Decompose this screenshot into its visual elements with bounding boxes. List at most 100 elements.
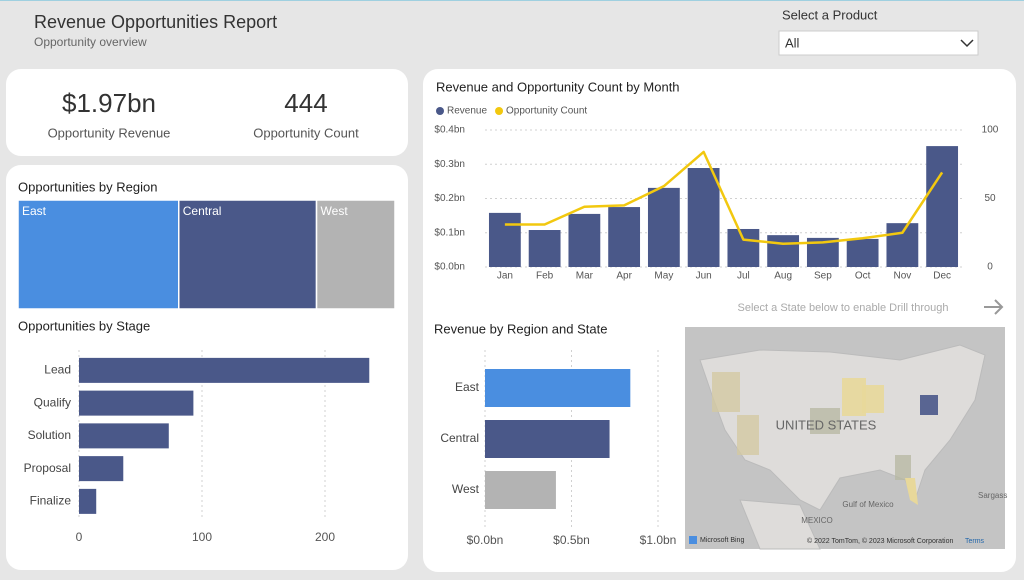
x-tick-label: Mar: [576, 271, 594, 282]
dropdown-chevron[interactable]: [960, 39, 974, 48]
treemap-tile: [178, 199, 318, 310]
drill-hint: Select a State below to enable Drill thr…: [738, 302, 949, 314]
x-tick-label: Apr: [616, 271, 632, 282]
bar: [647, 187, 680, 267]
tile-label: Central: [183, 204, 222, 218]
category-label: East: [455, 380, 480, 394]
y2-tick-label: 50: [984, 193, 996, 204]
map-land: [739, 499, 821, 550]
bar: [926, 146, 959, 267]
legend-marker: [495, 107, 504, 115]
map-label: MEXICO: [801, 516, 833, 525]
cards-panel: [6, 69, 408, 156]
card-value: $1.97bn: [62, 88, 156, 118]
chart-title: Revenue and Opportunity Count by Month: [436, 79, 680, 94]
card-label: Opportunity Count: [253, 125, 359, 140]
category-label: Qualify: [34, 395, 71, 409]
map[interactable]: UNITED STATES MEXICO Gulf of Mexico Sarg…: [685, 327, 1007, 550]
x-tick-label: $0.0bn: [467, 533, 504, 547]
bar: [727, 228, 760, 267]
chart-title: Revenue by Region and State: [434, 321, 607, 336]
card-value: 444: [284, 88, 327, 118]
x-tick-label: Jan: [497, 271, 513, 282]
bar: [608, 207, 641, 267]
map-copyright: © 2022 TomTom, © 2023 Microsoft Corporat…: [807, 537, 953, 545]
legend-marker: [436, 107, 444, 115]
bar: [488, 212, 521, 267]
map-state: [712, 372, 740, 412]
dropdown-value[interactable]: All: [785, 35, 800, 50]
y-tick-label: $0.0bn: [434, 262, 465, 273]
chart-title: Opportunities by Stage: [18, 318, 150, 333]
map-state: [895, 455, 911, 480]
x-tick-label: May: [654, 271, 673, 282]
y-tick-label: $0.3bn: [434, 159, 465, 170]
bar: [79, 390, 194, 416]
bar: [79, 423, 169, 449]
category-label: Proposal: [24, 461, 71, 475]
category-label: West: [452, 482, 480, 496]
y-tick-label: $0.1bn: [434, 227, 465, 238]
legend-label: Revenue: [447, 106, 487, 117]
report-title: Revenue Opportunities Report: [34, 12, 277, 32]
map-state: [737, 415, 759, 455]
chart-title: Opportunities by Region: [18, 179, 157, 194]
x-tick-label: Jun: [696, 271, 712, 282]
treemap-tile: [17, 199, 180, 310]
map-label: Gulf of Mexico: [842, 500, 894, 509]
y2-tick-label: 0: [987, 262, 993, 273]
tile-label: West: [321, 204, 349, 218]
category-label: Lead: [44, 363, 71, 377]
category-label: Solution: [28, 428, 71, 442]
tile-label: East: [22, 204, 47, 218]
drill-arrow[interactable]: [984, 299, 1004, 315]
x-tick-label: 200: [315, 530, 335, 544]
bar: [568, 213, 601, 267]
y-tick-label: $0.4bn: [434, 125, 465, 136]
map-state: [920, 395, 938, 415]
category-label: Central: [440, 431, 479, 445]
map-state: [810, 408, 840, 434]
map-state: [905, 478, 918, 505]
x-tick-label: $0.5bn: [553, 533, 590, 547]
x-tick-label: Dec: [933, 271, 951, 282]
x-tick-label: Nov: [893, 271, 911, 282]
bar: [79, 357, 370, 383]
bing-logo: [689, 536, 697, 544]
bar: [528, 230, 561, 267]
report-subtitle: Opportunity overview: [34, 35, 147, 49]
x-tick-label: Feb: [536, 271, 554, 282]
bar: [485, 471, 556, 509]
bar: [846, 238, 879, 267]
card-label: Opportunity Revenue: [48, 125, 171, 140]
bar: [485, 369, 631, 407]
y2-tick-label: 100: [982, 125, 999, 136]
x-tick-label: Oct: [855, 271, 871, 282]
x-tick-label: Aug: [774, 271, 792, 282]
product-dropdown[interactable]: All: [778, 30, 979, 56]
line: [504, 150, 944, 245]
dropdown-box[interactable]: [778, 30, 979, 56]
bar: [886, 223, 919, 267]
x-tick-label: Jul: [737, 271, 750, 282]
x-tick-label: $1.0bn: [640, 533, 677, 547]
bar: [485, 420, 610, 458]
x-tick-label: 0: [76, 530, 83, 544]
x-tick-label: 100: [192, 530, 212, 544]
legend-label: Opportunity Count: [506, 106, 587, 117]
filter-label: Select a Product: [782, 7, 878, 22]
map-label: Sargass: [978, 491, 1007, 500]
map-provider: Microsoft Bing: [700, 537, 744, 544]
map-state: [862, 385, 884, 413]
bar: [79, 456, 124, 482]
map-terms[interactable]: Terms: [965, 538, 985, 545]
bar: [687, 168, 720, 267]
x-tick-label: Sep: [814, 271, 832, 282]
category-label: Finalize: [30, 494, 72, 508]
bar: [767, 235, 800, 267]
bar: [79, 488, 97, 514]
map-label: UNITED STATES: [776, 417, 877, 432]
y-tick-label: $0.2bn: [434, 193, 465, 204]
